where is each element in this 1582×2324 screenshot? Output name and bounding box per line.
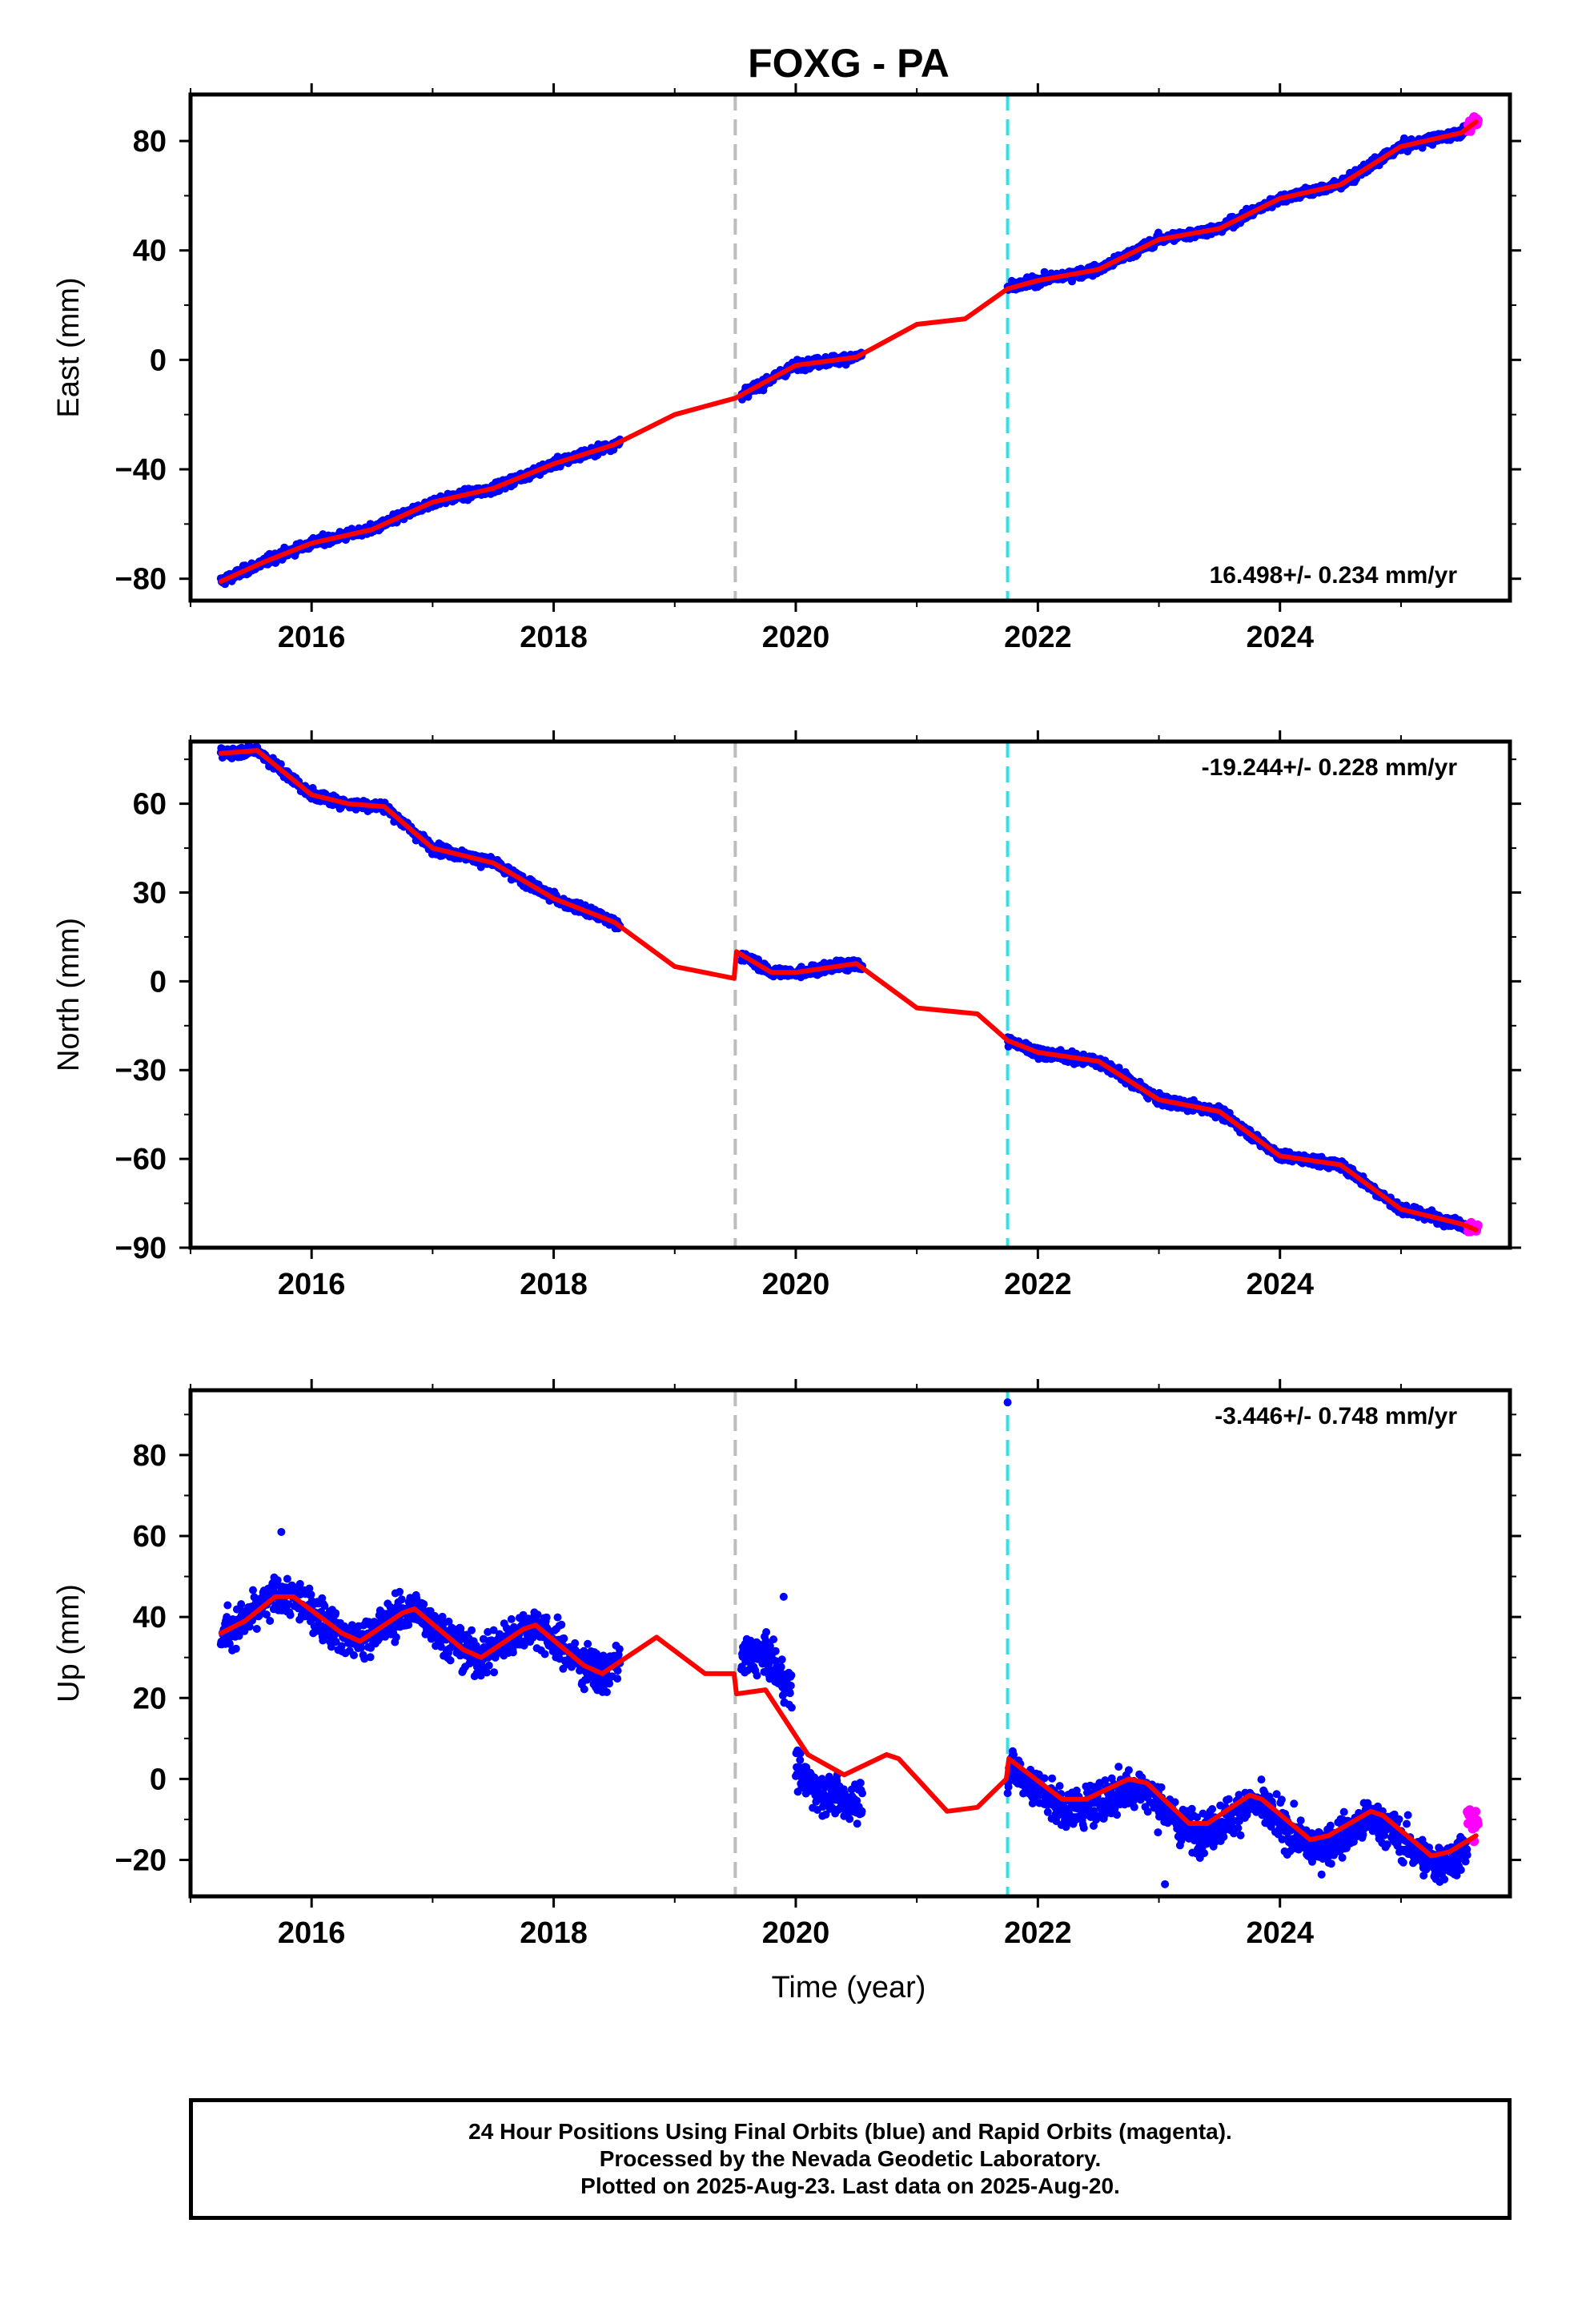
figure-title: FOXG - PA [748,41,950,86]
x-tick-label: 2020 [762,621,830,654]
y-axis-label: Up (mm) [52,1584,86,1703]
y-tick-label: −30 [115,1054,167,1088]
final-orbit-point [266,1617,275,1625]
x-tick-label: 2018 [520,1268,588,1301]
y-tick-label: −60 [115,1143,167,1176]
y-axis-label: East (mm) [52,277,86,417]
y-tick-label: 60 [133,788,167,822]
x-tick-label: 2024 [1246,1268,1314,1301]
x-tick-label: 2024 [1246,621,1314,654]
x-tick-label: 2022 [1004,621,1072,654]
x-tick-label: 2022 [1004,1268,1072,1301]
final-orbit-point [283,1574,291,1583]
final-orbit-point [237,1600,246,1609]
final-orbit-point [223,1601,232,1610]
y-tick-label: 30 [133,876,167,910]
final-orbit-point [225,1639,234,1648]
x-tick-label: 2024 [1246,1916,1314,1950]
velocity-label: -19.244+/- 0.228 mm/yr [1202,754,1458,781]
y-tick-label: 20 [133,1682,167,1715]
y-tick-label: 40 [133,235,167,268]
y-tick-label: −40 [115,453,167,487]
model-curve [218,119,1479,585]
plot-area [216,94,1483,601]
final-orbit-point [1114,1063,1123,1072]
plot-area [216,1390,1483,1896]
north-panel: 2016 2018 2020 2022 2024 −90 −60 −30 0 30 60 North … [52,730,1521,1301]
x-tick-label: 2020 [762,1916,830,1950]
x-tick-label: 2020 [762,1268,830,1301]
final-orbit-point [252,1625,261,1633]
final-orbit-point [249,1586,257,1594]
y-tick-label: 0 [150,965,167,999]
x-tick-label: 2016 [278,1916,346,1950]
final-orbit-point [262,1610,271,1619]
y-tick-label: 0 [150,1763,167,1796]
y-tick-label: 80 [133,1439,167,1473]
x-tick-label: 2018 [520,621,588,654]
plot-area [216,742,1483,1248]
x-tick-label: 2022 [1004,1916,1072,1950]
y-axis-label: North (mm) [52,918,86,1072]
y-tick-label: 40 [133,1601,167,1634]
y-tick-label: 60 [133,1520,167,1554]
east-panel: 2016 2018 2020 2022 2024 −80 −40 0 40 80 East (mm)… [52,83,1521,654]
x-tick-label: 2016 [278,1268,346,1301]
x-tick-label: 2018 [520,1916,588,1950]
y-tick-label: 80 [133,125,167,159]
y-tick-label: −20 [115,1844,167,1877]
y-tick-label: 0 [150,344,167,377]
final-orbit-point [231,1644,240,1653]
x-tick-label: 2016 [278,621,346,654]
y-tick-label: −80 [115,563,167,597]
panel-frame [188,92,1512,603]
model-curve [218,748,1479,1232]
y-tick-label: −90 [115,1232,167,1265]
panel-frame [188,739,1512,1250]
velocity-label: 16.498+/- 0.234 mm/yr [1210,562,1458,589]
